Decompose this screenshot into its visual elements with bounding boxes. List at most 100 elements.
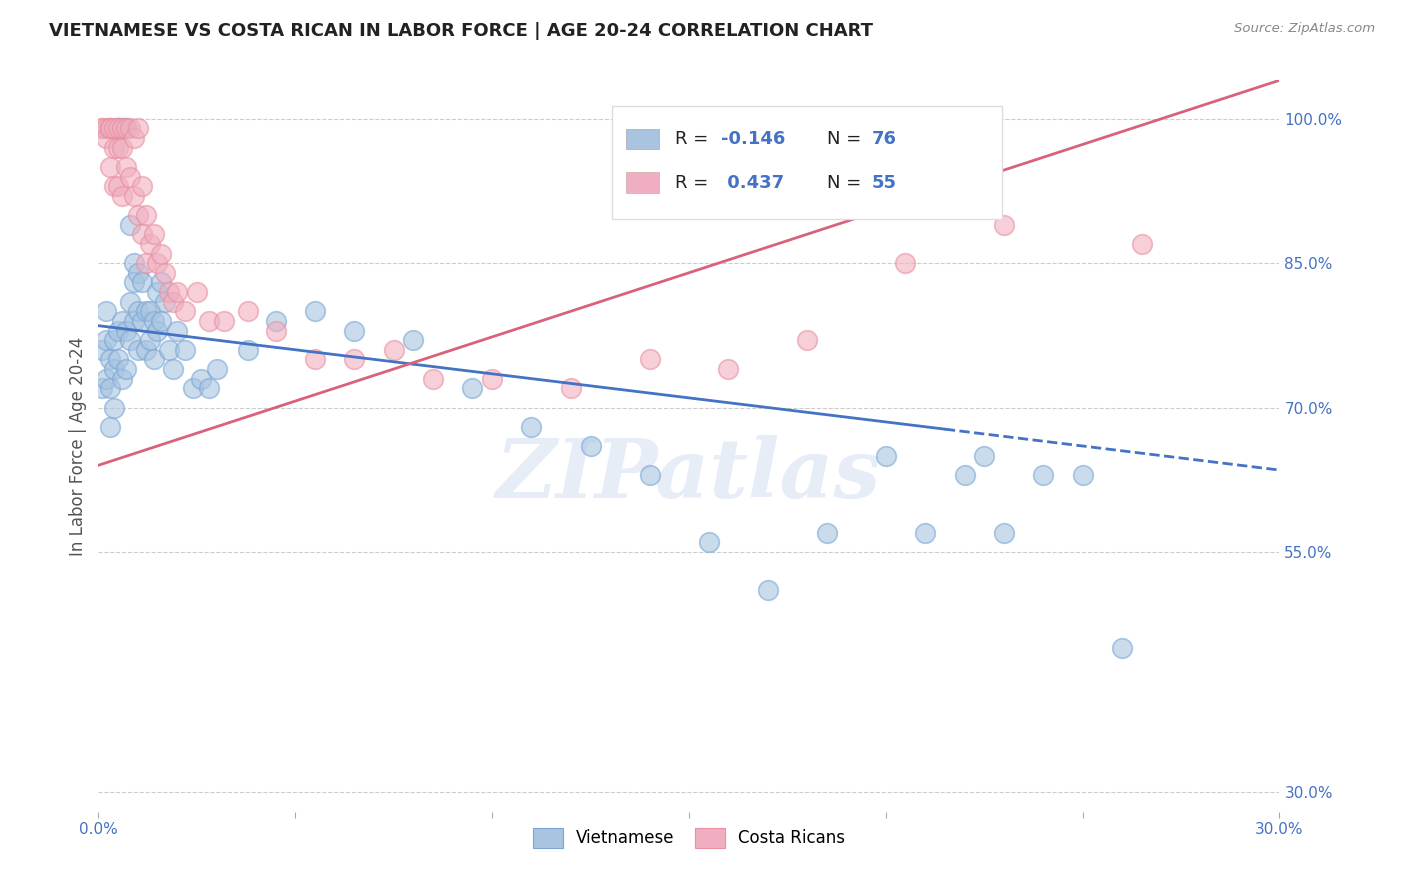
Point <box>135 256 157 270</box>
Point <box>197 381 219 395</box>
Point <box>697 535 720 549</box>
Point <box>131 227 153 242</box>
Text: ZIPatlas: ZIPatlas <box>496 435 882 516</box>
Point <box>1130 236 1153 251</box>
Point <box>756 583 779 598</box>
Point <box>91 381 114 395</box>
Point <box>131 276 153 290</box>
Point <box>98 419 121 434</box>
Point <box>304 352 326 367</box>
Point <box>98 121 121 136</box>
Point <box>91 121 114 136</box>
Point <box>197 314 219 328</box>
Point <box>155 266 177 280</box>
Point <box>205 362 228 376</box>
Point <box>157 343 180 357</box>
Point <box>111 314 134 328</box>
Text: VIETNAMESE VS COSTA RICAN IN LABOR FORCE | AGE 20-24 CORRELATION CHART: VIETNAMESE VS COSTA RICAN IN LABOR FORCE… <box>49 22 873 40</box>
Point <box>150 314 173 328</box>
Text: -0.146: -0.146 <box>721 130 785 148</box>
Point <box>953 467 976 482</box>
Point <box>127 304 149 318</box>
Point <box>138 236 160 251</box>
Point <box>236 343 259 357</box>
FancyBboxPatch shape <box>612 106 1002 219</box>
Bar <box>626 128 659 149</box>
Point <box>162 294 184 309</box>
Point <box>98 121 121 136</box>
Point <box>127 121 149 136</box>
Point <box>98 121 121 136</box>
Point <box>174 343 197 357</box>
Point <box>993 525 1015 540</box>
Point <box>115 362 138 376</box>
Point <box>382 343 405 357</box>
Point <box>186 285 208 299</box>
Point <box>103 141 125 155</box>
Point <box>107 121 129 136</box>
Point <box>993 218 1015 232</box>
Point <box>155 294 177 309</box>
Point <box>142 314 165 328</box>
Point <box>118 218 141 232</box>
Point <box>973 449 995 463</box>
Point <box>146 285 169 299</box>
Point <box>103 362 125 376</box>
Point <box>103 401 125 415</box>
Point <box>422 371 444 385</box>
Point <box>111 121 134 136</box>
Point <box>304 304 326 318</box>
Point <box>914 525 936 540</box>
Point <box>190 371 212 385</box>
Point <box>150 246 173 260</box>
Text: N =: N = <box>827 174 868 192</box>
Point <box>264 314 287 328</box>
Point <box>1071 467 1094 482</box>
Point <box>96 131 118 145</box>
Point <box>111 141 134 155</box>
Point <box>122 276 145 290</box>
Text: Source: ZipAtlas.com: Source: ZipAtlas.com <box>1234 22 1375 36</box>
Point <box>115 324 138 338</box>
Point <box>127 208 149 222</box>
Legend: Vietnamese, Costa Ricans: Vietnamese, Costa Ricans <box>526 821 852 855</box>
Point <box>214 314 236 328</box>
Point <box>107 121 129 136</box>
Point <box>107 324 129 338</box>
Point <box>138 333 160 347</box>
Point <box>127 343 149 357</box>
Point <box>96 121 118 136</box>
Point <box>103 179 125 194</box>
Point <box>111 121 134 136</box>
Point <box>111 188 134 202</box>
Point <box>1032 467 1054 482</box>
Point <box>96 371 118 385</box>
Text: 0.437: 0.437 <box>721 174 785 192</box>
Point <box>122 131 145 145</box>
Point <box>107 121 129 136</box>
Point <box>115 121 138 136</box>
Point <box>96 304 118 318</box>
Point <box>236 304 259 318</box>
Point <box>98 121 121 136</box>
Point <box>98 160 121 174</box>
Point <box>796 333 818 347</box>
Point <box>560 381 582 395</box>
Point <box>579 439 602 453</box>
Point <box>131 179 153 194</box>
Text: R =: R = <box>675 130 714 148</box>
Point <box>1111 641 1133 656</box>
Point <box>122 256 145 270</box>
Point <box>520 419 543 434</box>
Point <box>107 352 129 367</box>
Point <box>461 381 484 395</box>
Point <box>264 324 287 338</box>
Y-axis label: In Labor Force | Age 20-24: In Labor Force | Age 20-24 <box>69 336 87 556</box>
Point <box>103 121 125 136</box>
Point <box>91 343 114 357</box>
Point <box>166 285 188 299</box>
Point <box>638 352 661 367</box>
Point <box>122 314 145 328</box>
Point <box>402 333 425 347</box>
Point <box>181 381 204 395</box>
